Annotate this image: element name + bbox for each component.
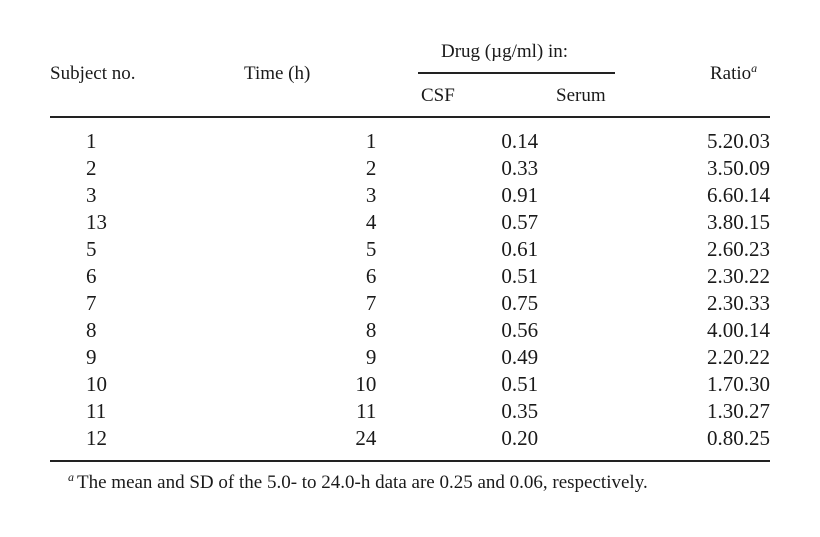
- header-drug-group: Drug (µg/ml) in:: [441, 41, 569, 62]
- cell-ratio: 0.15: [733, 210, 770, 234]
- table-row: 9 9 0.49 2.2 0.22: [50, 344, 770, 371]
- header-ratio: Ratioa: [710, 61, 758, 85]
- cell-subject: 2: [86, 156, 97, 180]
- cell-ratio: 0.33: [733, 291, 770, 315]
- table-row: 2 2 0.33 3.5 0.09: [50, 155, 770, 182]
- cell-csf: 0.20: [501, 426, 539, 450]
- header-csf: CSF: [421, 85, 455, 106]
- footnote-mark: a: [68, 470, 74, 484]
- cell-subject: 5: [86, 237, 97, 261]
- header-time: Time (h): [244, 63, 311, 84]
- table-row: 1 1 0.14 5.2 0.03: [50, 128, 770, 155]
- cell-ratio: 0.23: [733, 237, 770, 261]
- cell-csf: 0.91: [501, 183, 539, 207]
- cell-serum: 1.7: [707, 372, 734, 396]
- cell-ratio: 0.25: [733, 426, 770, 450]
- cell-csf: 0.75: [501, 291, 539, 315]
- cell-csf: 0.57: [501, 210, 539, 234]
- footnote: a The mean and SD of the 5.0- to 24.0-h d…: [68, 470, 648, 494]
- cell-subject: 7: [86, 291, 97, 315]
- cell-subject: 9: [86, 345, 97, 369]
- table-row: 12 24 0.20 0.8 0.25: [50, 425, 770, 452]
- table-row: 11 11 0.35 1.3 0.27: [50, 398, 770, 425]
- drug-group-rule: [418, 72, 615, 74]
- table-row: 5 5 0.61 2.6 0.23: [50, 236, 770, 263]
- data-table: 1 1 0.14 5.2 0.03 2 2 0.33 3.5 0.09 3 3 0.91 6.6 0.14 1…: [50, 128, 770, 452]
- cell-time: 5: [365, 237, 377, 261]
- cell-ratio: 0.09: [733, 156, 770, 180]
- cell-subject: 12: [86, 426, 107, 450]
- cell-time: 9: [365, 345, 377, 369]
- cell-serum: 6.6: [707, 183, 734, 207]
- cell-ratio: 0.14: [733, 183, 770, 207]
- cell-time: 24: [355, 426, 377, 450]
- cell-serum: 5.2: [707, 129, 734, 153]
- table-row: 3 3 0.91 6.6 0.14: [50, 182, 770, 209]
- cell-serum: 4.0: [707, 318, 734, 342]
- table-bottom-rule: [50, 460, 770, 462]
- cell-csf: 0.14: [501, 129, 539, 153]
- table-row: 10 10 0.51 1.7 0.30: [50, 371, 770, 398]
- cell-ratio: 0.30: [733, 372, 770, 396]
- header-serum: Serum: [556, 85, 606, 106]
- cell-time: 1: [365, 129, 377, 153]
- table-row: 6 6 0.51 2.3 0.22: [50, 263, 770, 290]
- cell-subject: 3: [86, 183, 97, 207]
- cell-time: 11: [356, 399, 377, 423]
- cell-serum: 2.6: [707, 237, 734, 261]
- cell-ratio: 0.14: [733, 318, 770, 342]
- cell-subject: 10: [86, 372, 107, 396]
- table-body: 1 1 0.14 5.2 0.03 2 2 0.33 3.5 0.09 3 3 0.91 6.6 0.14 1…: [50, 128, 770, 452]
- header-ratio-footnote-mark: a: [751, 61, 758, 75]
- table-row: 7 7 0.75 2.3 0.33: [50, 290, 770, 317]
- footnote-text: The mean and SD of the 5.0- to 24.0-h da…: [77, 472, 648, 493]
- cell-csf: 0.51: [501, 264, 539, 288]
- cell-time: 8: [365, 318, 377, 342]
- cell-csf: 0.56: [501, 318, 539, 342]
- cell-subject: 8: [86, 318, 97, 342]
- cell-csf: 0.33: [501, 156, 539, 180]
- cell-csf: 0.61: [501, 237, 539, 261]
- cell-time: 4: [365, 210, 377, 234]
- cell-serum: 3.8: [707, 210, 734, 234]
- table-row: 8 8 0.56 4.0 0.14: [50, 317, 770, 344]
- cell-time: 6: [365, 264, 377, 288]
- table-row: 13 4 0.57 3.8 0.15: [50, 209, 770, 236]
- cell-ratio: 0.03: [733, 129, 770, 153]
- cell-serum: 0.8: [707, 426, 734, 450]
- cell-serum: 2.3: [707, 264, 734, 288]
- cell-subject: 13: [86, 210, 107, 234]
- header-bottom-rule: [50, 116, 770, 118]
- header-ratio-label: Ratio: [710, 63, 752, 84]
- cell-serum: 2.2: [707, 345, 734, 369]
- cell-serum: 3.5: [707, 156, 734, 180]
- cell-csf: 0.49: [501, 345, 539, 369]
- cell-time: 7: [365, 291, 377, 315]
- cell-subject: 1: [86, 129, 97, 153]
- cell-csf: 0.35: [501, 399, 539, 423]
- cell-csf: 0.51: [501, 372, 539, 396]
- cell-subject: 6: [86, 264, 97, 288]
- header-subject: Subject no.: [50, 63, 136, 84]
- cell-subject: 11: [86, 399, 107, 423]
- cell-serum: 2.3: [707, 291, 734, 315]
- cell-ratio: 0.22: [733, 264, 770, 288]
- cell-time: 3: [365, 183, 377, 207]
- cell-ratio: 0.22: [733, 345, 770, 369]
- cell-time: 10: [355, 372, 377, 396]
- cell-ratio: 0.27: [733, 399, 770, 423]
- cell-serum: 1.3: [707, 399, 734, 423]
- cell-time: 2: [365, 156, 377, 180]
